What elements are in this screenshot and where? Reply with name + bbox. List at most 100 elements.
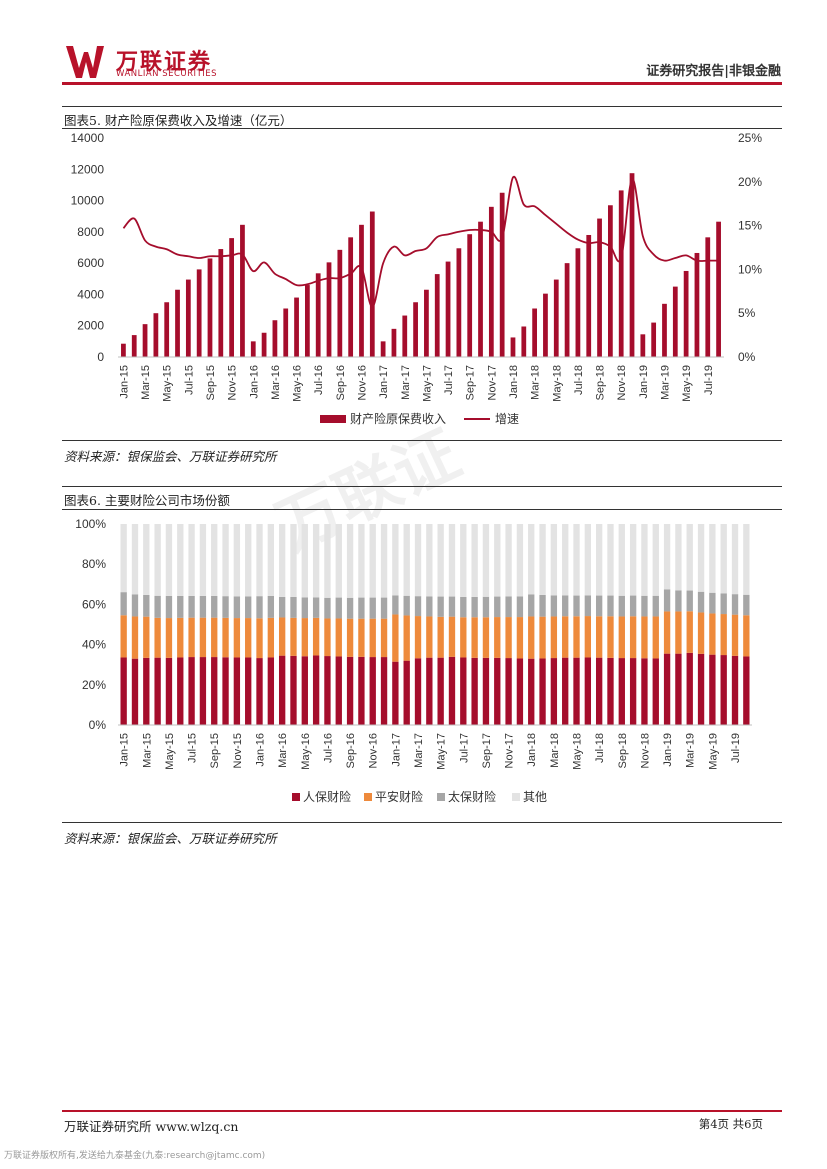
taibao-share-bar — [584, 595, 592, 617]
taibao-share-bar — [494, 596, 501, 618]
x-tick-label: Mar-16 — [277, 733, 289, 768]
x-tick-label: Jul-19 — [730, 733, 742, 763]
y-tick-label: 60% — [82, 597, 106, 611]
y-left-tick-label: 2000 — [77, 319, 104, 333]
pingan-share-bar — [584, 616, 592, 658]
renbao-share-bar — [539, 658, 546, 725]
other-share-bar — [199, 524, 207, 596]
renbao-share-bar — [380, 657, 388, 725]
other-share-bar — [562, 524, 569, 596]
footer-website: 万联证券研究所 www.wlzq.cn — [64, 1119, 239, 1134]
pingan-share-bar — [403, 615, 410, 661]
x-tick-label: Nov-18 — [616, 365, 628, 400]
other-share-bar — [743, 524, 750, 595]
x-tick-label: Jan-16 — [248, 365, 260, 399]
taibao-share-bar — [743, 594, 750, 616]
x-tick-label: Jul-16 — [313, 365, 325, 395]
other-share-bar — [697, 524, 705, 592]
renbao-share-bar — [448, 656, 456, 725]
x-tick-label: Sep-18 — [595, 365, 607, 400]
taibao-share-bar — [641, 595, 648, 617]
other-share-bar — [233, 524, 241, 597]
other-share-bar — [720, 524, 727, 594]
premium-bar — [185, 279, 191, 357]
premium-bar — [478, 221, 483, 357]
legend-label: 其他 — [523, 790, 547, 804]
x-tick-label: May-18 — [551, 365, 563, 402]
taibao-share-bar — [731, 594, 739, 615]
pingan-share-bar — [380, 618, 388, 658]
figure6-title-rule — [62, 509, 782, 510]
taibao-share-bar — [720, 593, 727, 615]
page-number: 第4页 共6页 — [698, 1117, 763, 1131]
renbao-share-bar — [494, 657, 501, 725]
renbao-share-bar — [516, 658, 524, 725]
other-share-bar — [312, 524, 320, 598]
x-tick-label: Jan-17 — [390, 733, 402, 767]
legend-label: 平安财险 — [375, 789, 423, 804]
pingan-share-bar — [618, 616, 625, 659]
renbao-share-bar — [584, 657, 592, 725]
header-divider — [62, 82, 782, 85]
taibao-share-bar — [369, 597, 376, 619]
x-tick-label: Sep-17 — [481, 733, 493, 768]
renbao-share-bar — [505, 658, 512, 725]
x-tick-label: Sep-16 — [345, 733, 357, 768]
legend-swatch — [292, 793, 300, 801]
pingan-share-bar — [211, 617, 218, 658]
figure5-title: 图表5. 财产险原保费收入及增速（亿元） — [64, 113, 293, 128]
premium-bar — [586, 234, 592, 357]
x-tick-label: Sep-18 — [617, 733, 629, 768]
y-left-tick-label: 6000 — [77, 256, 104, 270]
legend-label: 人保财险 — [303, 789, 351, 804]
premium-bar — [283, 308, 289, 357]
x-tick-label: Mar-19 — [659, 365, 671, 400]
x-tick-label: Mar-15 — [141, 733, 153, 768]
x-tick-label: Nov-17 — [504, 733, 516, 768]
taibao-share-bar — [335, 597, 342, 619]
pingan-share-bar — [516, 617, 524, 659]
taibao-share-bar — [471, 596, 478, 618]
pingan-share-bar — [437, 616, 444, 658]
other-share-bar — [573, 524, 580, 596]
taibao-share-bar — [516, 596, 524, 618]
y-left-tick-label: 8000 — [77, 225, 104, 239]
y-tick-label: 0% — [89, 718, 107, 732]
other-share-bar — [482, 524, 490, 597]
x-tick-label: Sep-15 — [205, 365, 217, 400]
pingan-share-bar — [256, 618, 263, 659]
premium-bar — [607, 205, 613, 357]
x-tick-label: Mar-16 — [270, 365, 282, 400]
taibao-share-bar — [290, 596, 297, 618]
renbao-share-bar — [188, 657, 195, 725]
other-share-bar — [448, 524, 456, 597]
x-tick-label: Jan-19 — [638, 365, 650, 399]
x-tick-label: Jul-16 — [322, 733, 334, 763]
renbao-share-bar — [641, 658, 648, 725]
pingan-share-bar — [120, 615, 127, 658]
renbao-share-bar — [460, 657, 467, 725]
figure5-title-rule — [62, 128, 782, 129]
renbao-share-bar — [595, 657, 603, 725]
premium-bar — [402, 315, 408, 357]
pingan-share-bar — [335, 618, 342, 657]
taibao-share-bar — [245, 596, 252, 619]
renbao-share-bar — [143, 657, 150, 725]
other-share-bar — [629, 524, 637, 596]
premium-bar — [175, 289, 180, 357]
premium-bar — [662, 303, 667, 357]
renbao-share-bar — [414, 658, 422, 725]
renbao-share-bar — [675, 653, 682, 725]
x-tick-label: May-18 — [572, 733, 584, 770]
pingan-share-bar — [709, 613, 716, 655]
other-share-bar — [256, 524, 263, 597]
x-tick-label: May-16 — [300, 733, 312, 770]
premium-bar — [575, 248, 581, 357]
growth-rate-line — [122, 175, 719, 308]
other-share-bar — [222, 524, 229, 597]
x-tick-label: May-19 — [707, 733, 719, 770]
other-share-bar — [369, 524, 376, 598]
pingan-share-bar — [177, 617, 184, 658]
x-tick-label: Jan-15 — [119, 733, 131, 767]
x-tick-label: May-16 — [292, 365, 304, 402]
